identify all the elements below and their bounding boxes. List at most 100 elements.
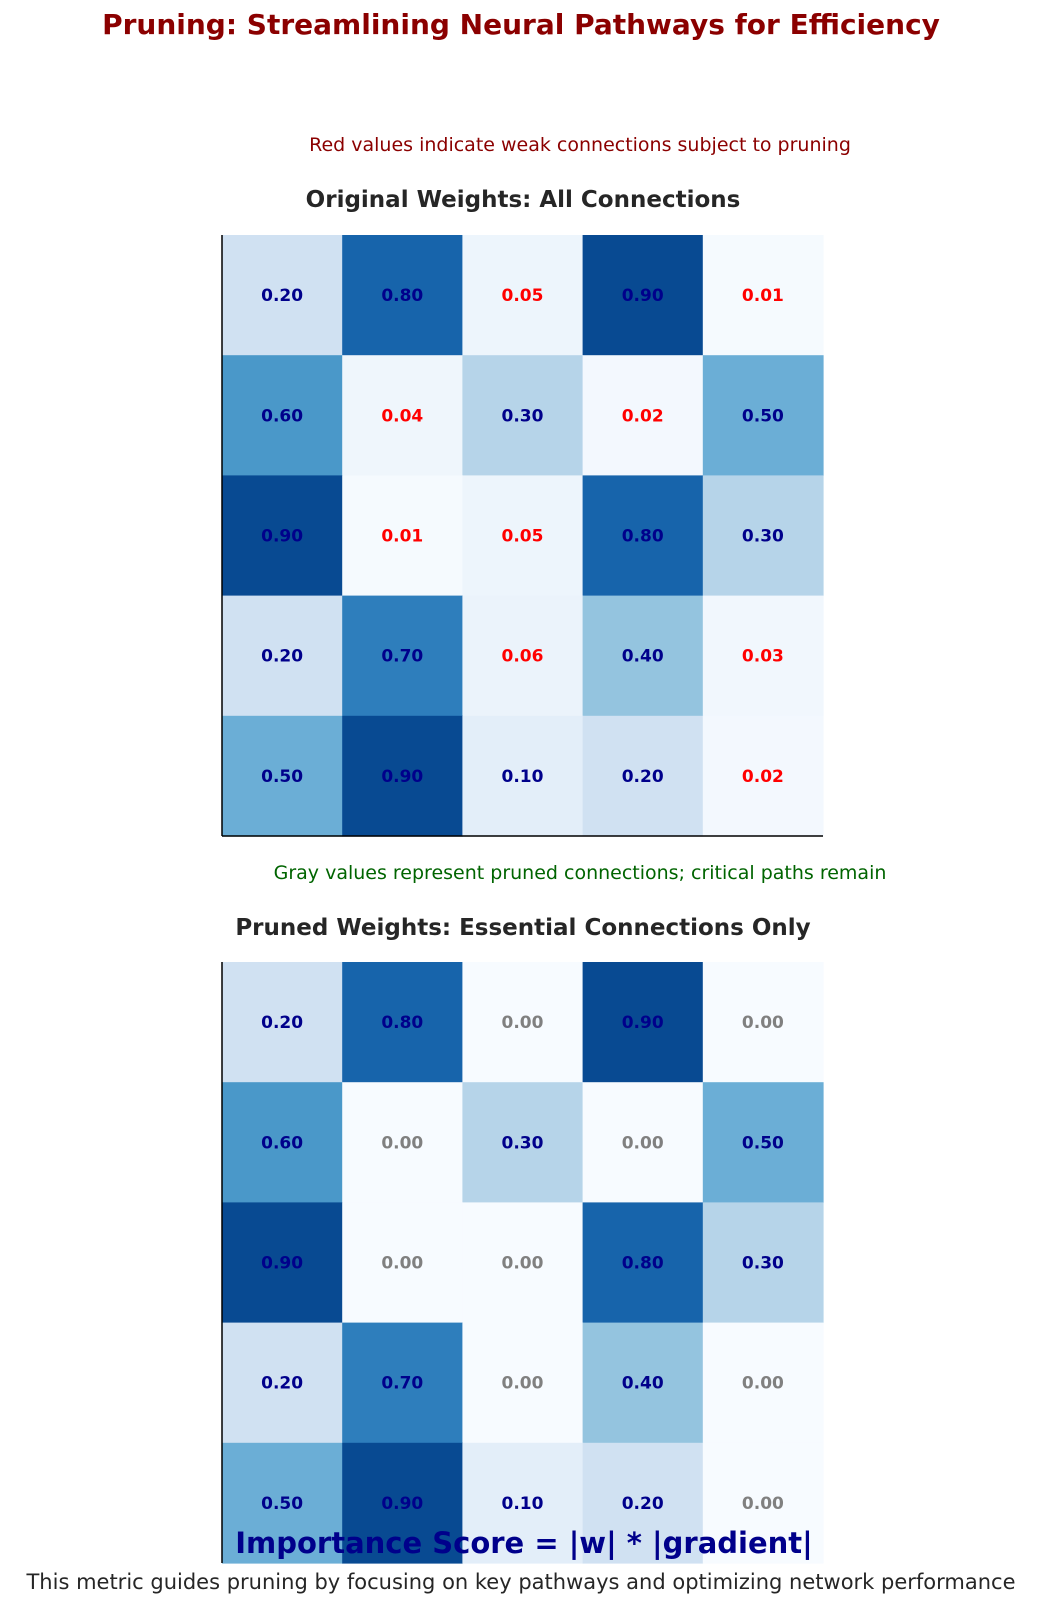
pruned-cell-label-r4c4: 0.00 (742, 1494, 784, 1514)
original-cell-label-r2c1: 0.01 (381, 527, 423, 547)
pruned-cell-label-r1c2: 0.30 (502, 1133, 544, 1153)
pruned-cell-label-r0c0: 0.20 (261, 1013, 303, 1033)
original-cell-r2c3 (582, 475, 704, 597)
original-cell-r3c1 (342, 595, 463, 717)
pruned-cell-r1c0 (222, 1082, 343, 1203)
original-cell-label-r0c0: 0.20 (261, 286, 303, 306)
pruned-cell-label-r3c4: 0.00 (742, 1374, 784, 1394)
pruned-weights-heatmap: Gray values represent pruned connections… (221, 862, 887, 1564)
pruned-annotation: Gray values represent pruned connections… (274, 862, 887, 884)
pruned-cell-r3c0 (222, 1322, 343, 1444)
original-cell-label-r4c2: 0.10 (502, 767, 544, 787)
original-cell-label-r1c4: 0.50 (742, 406, 784, 426)
pruned-cell-label-r2c2: 0.00 (502, 1254, 544, 1274)
figure-title: Pruning: Streamlining Neural Pathways fo… (102, 8, 940, 41)
original-cell-label-r4c1: 0.90 (381, 767, 423, 787)
original-cell-label-r0c1: 0.80 (381, 286, 423, 306)
original-heatmap-cells: 0.20 0.80 0.05 0.90 0.01 0.60 0.04 0.30 0.02 0.50… (222, 235, 824, 837)
original-heatmap-title: Original Weights: All Connections (306, 187, 741, 213)
pruned-cell-label-r4c3: 0.20 (622, 1494, 664, 1514)
original-cell-label-r4c3: 0.20 (622, 767, 664, 787)
footnote: This metric guides pruning by focusing o… (25, 1570, 1015, 1594)
pruned-cell-r1c2 (462, 1082, 584, 1203)
pruned-cell-r0c2 (462, 962, 584, 1083)
original-cell-r0c2 (462, 235, 584, 356)
pruned-cell-label-r1c1: 0.00 (381, 1133, 423, 1153)
pruned-cell-r0c0 (222, 962, 343, 1083)
original-cell-label-r3c0: 0.20 (261, 647, 303, 667)
original-cell-label-r3c2: 0.06 (502, 647, 544, 667)
pruned-cell-label-r2c0: 0.90 (261, 1254, 303, 1274)
original-cell-label-r0c3: 0.90 (622, 286, 664, 306)
pruned-cell-label-r0c2: 0.00 (502, 1013, 544, 1033)
pruned-cell-label-r4c2: 0.10 (502, 1494, 544, 1514)
pruned-cell-label-r1c0: 0.60 (261, 1133, 303, 1153)
original-cell-r3c2 (462, 595, 584, 717)
pruned-heatmap-cells: 0.20 0.80 0.00 0.90 0.00 0.60 0.00 0.30 0.00 0.50… (222, 962, 824, 1564)
original-cell-r3c4 (702, 595, 824, 717)
original-cell-r4c2 (462, 715, 584, 837)
original-cell-label-r2c3: 0.80 (622, 527, 664, 547)
pruned-cell-r4c1 (342, 1442, 463, 1564)
pruned-cell-r2c2 (462, 1202, 584, 1324)
original-cell-r0c0 (222, 235, 343, 356)
original-cell-r4c0 (222, 715, 343, 837)
original-cell-r1c3 (582, 355, 704, 476)
original-cell-label-r2c4: 0.30 (742, 527, 784, 547)
pruned-cell-r3c4 (702, 1322, 824, 1444)
pruned-cell-label-r4c0: 0.50 (261, 1494, 303, 1514)
original-cell-label-r1c2: 0.30 (502, 406, 544, 426)
original-cell-label-r2c2: 0.05 (502, 527, 544, 547)
original-cell-label-r1c3: 0.02 (622, 406, 664, 426)
pruned-cell-r4c0 (222, 1442, 343, 1564)
pruned-cell-r4c3 (582, 1442, 704, 1564)
original-cell-r4c4 (702, 715, 824, 837)
pruned-cell-label-r0c1: 0.80 (381, 1013, 423, 1033)
pruned-cell-label-r3c0: 0.20 (261, 1374, 303, 1394)
pruned-cell-label-r3c1: 0.70 (381, 1374, 423, 1394)
original-cell-r3c0 (222, 595, 343, 717)
pruned-cell-label-r3c2: 0.00 (502, 1374, 544, 1394)
original-cell-label-r2c0: 0.90 (261, 527, 303, 547)
original-cell-label-r3c1: 0.70 (381, 647, 423, 667)
pruned-cell-label-r0c4: 0.00 (742, 1013, 784, 1033)
pruned-cell-r2c3 (582, 1202, 704, 1324)
original-cell-r1c1 (342, 355, 463, 476)
original-cell-r4c3 (582, 715, 704, 837)
original-cell-r1c0 (222, 355, 343, 476)
original-cell-r2c1 (342, 475, 463, 597)
original-cell-label-r0c4: 0.01 (742, 286, 784, 306)
pruned-cell-r1c1 (342, 1082, 463, 1203)
original-cell-r1c2 (462, 355, 584, 476)
original-cell-label-r1c1: 0.04 (381, 406, 423, 426)
pruned-cell-r3c3 (582, 1322, 704, 1444)
original-cell-label-r3c4: 0.03 (742, 647, 784, 667)
original-cell-label-r0c2: 0.05 (502, 286, 544, 306)
importance-formula: Importance Score = |w| * |gradient| (235, 1526, 813, 1560)
pruned-cell-label-r2c4: 0.30 (742, 1254, 784, 1274)
original-weights-heatmap: Red values indicate weak connections sub… (221, 134, 851, 837)
original-cell-label-r1c0: 0.60 (261, 406, 303, 426)
original-cell-r2c2 (462, 475, 584, 597)
pruned-cell-label-r1c4: 0.50 (742, 1133, 784, 1153)
pruned-cell-r4c4 (702, 1442, 824, 1564)
pruned-cell-r1c3 (582, 1082, 704, 1203)
pruned-cell-r2c0 (222, 1202, 343, 1324)
original-cell-r2c0 (222, 475, 343, 597)
original-cell-r2c4 (702, 475, 824, 597)
pruned-cell-label-r3c3: 0.40 (622, 1374, 664, 1394)
pruned-cell-r1c4 (702, 1082, 824, 1203)
pruned-cell-r0c1 (342, 962, 463, 1083)
pruned-cell-label-r2c3: 0.80 (622, 1254, 664, 1274)
original-cell-r0c1 (342, 235, 463, 356)
original-cell-label-r4c4: 0.02 (742, 767, 784, 787)
original-cell-r1c4 (702, 355, 824, 476)
pruned-cell-r0c3 (582, 962, 704, 1083)
original-cell-r3c3 (582, 595, 704, 717)
pruned-cell-r2c1 (342, 1202, 463, 1324)
pruned-cell-label-r4c1: 0.90 (381, 1494, 423, 1514)
original-cell-r4c1 (342, 715, 463, 837)
pruned-cell-label-r0c3: 0.90 (622, 1013, 664, 1033)
original-cell-label-r4c0: 0.50 (261, 767, 303, 787)
